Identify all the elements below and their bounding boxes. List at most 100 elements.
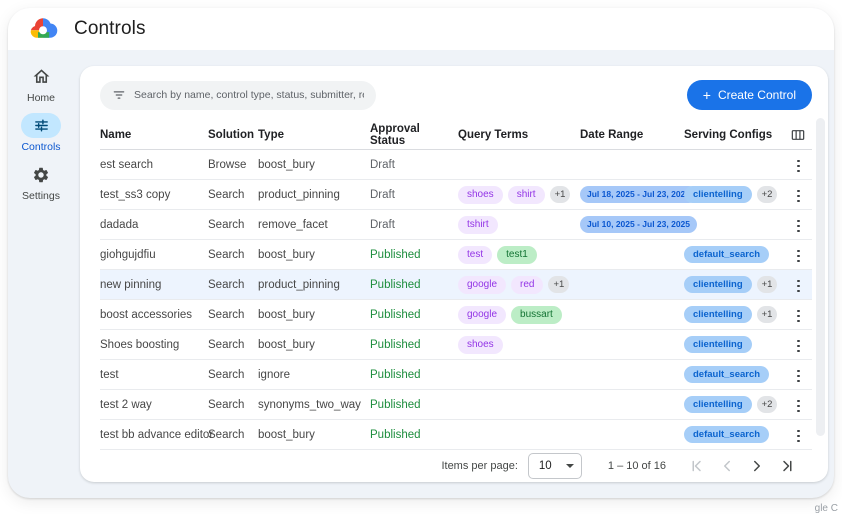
serving-config-chip: clientelling bbox=[684, 185, 752, 204]
page-size-value: 10 bbox=[538, 460, 552, 472]
row-menu-kebab-icon[interactable] bbox=[790, 367, 806, 383]
sidebar-item-settings[interactable]: Settings bbox=[21, 162, 61, 202]
cell-approval-status: Published bbox=[370, 428, 421, 441]
row-menu-kebab-icon[interactable] bbox=[790, 337, 806, 353]
table-header-row: Name Solution Type Approval Status Query… bbox=[100, 120, 812, 150]
column-header-name[interactable]: Name bbox=[100, 128, 132, 141]
row-menu-kebab-icon[interactable] bbox=[790, 187, 806, 203]
cell-solution: Search bbox=[208, 278, 245, 291]
cell-name: test_ss3 copy bbox=[100, 188, 171, 201]
cell-approval-status: Published bbox=[370, 368, 421, 381]
sidebar-item-home[interactable]: Home bbox=[21, 64, 61, 104]
table-row[interactable]: new pinning Search product_pinning Publi… bbox=[100, 270, 812, 300]
cell-solution: Search bbox=[208, 398, 245, 411]
cell-approval-status: Published bbox=[370, 248, 421, 261]
cell-name: test bbox=[100, 368, 119, 381]
cell-approval-status: Published bbox=[370, 338, 421, 351]
cell-name: boost accessories bbox=[100, 308, 193, 321]
plus-icon: + bbox=[702, 87, 711, 103]
cell-serving-configs: default_search bbox=[684, 365, 790, 384]
cell-date-range: Jul 10, 2025 - Jul 23, 2025 bbox=[580, 216, 698, 233]
serving-config-chip: default_search bbox=[684, 245, 770, 264]
view-columns-icon[interactable] bbox=[790, 127, 806, 143]
query-term-chip: red bbox=[511, 275, 544, 294]
table-row[interactable]: est search Browse boost_bury Draft bbox=[100, 150, 812, 180]
cell-approval-status: Published bbox=[370, 308, 421, 321]
items-per-page-label: Items per page: bbox=[441, 460, 518, 472]
app-window: Controls Home Controls bbox=[8, 8, 834, 498]
row-menu-kebab-icon[interactable] bbox=[790, 427, 806, 443]
serving-config-chip: default_search bbox=[684, 365, 770, 384]
serving-config-chip: clientelling bbox=[684, 395, 752, 414]
table-row[interactable]: test Search ignore Published default_sea… bbox=[100, 360, 812, 390]
column-header-approval-status[interactable]: Approval Status bbox=[370, 122, 420, 147]
cell-solution: Search bbox=[208, 248, 245, 261]
column-header-serving-configs[interactable]: Serving Configs bbox=[684, 128, 773, 141]
cell-solution: Search bbox=[208, 308, 245, 321]
table-row[interactable]: test_ss3 copy Search product_pinning Dra… bbox=[100, 180, 812, 210]
create-control-label: Create Control bbox=[717, 88, 796, 102]
row-menu-kebab-icon[interactable] bbox=[790, 397, 806, 413]
table-row[interactable]: giohgujdfiu Search boost_bury Published … bbox=[100, 240, 812, 270]
cell-solution: Search bbox=[208, 428, 245, 441]
column-header-query-terms[interactable]: Query Terms bbox=[458, 128, 529, 141]
filter-icon bbox=[112, 88, 126, 102]
cell-type: boost_bury bbox=[258, 308, 315, 321]
query-term-chip: bussart bbox=[511, 305, 562, 324]
query-term-chip: google bbox=[458, 275, 507, 294]
row-menu-kebab-icon[interactable] bbox=[790, 247, 806, 263]
cell-serving-configs: clientelling +2 bbox=[684, 185, 790, 204]
cell-solution: Search bbox=[208, 338, 245, 351]
serving-config-chip: clientelling bbox=[684, 305, 752, 324]
gear-icon bbox=[32, 166, 50, 184]
cell-name: dadada bbox=[100, 218, 139, 231]
table-row[interactable]: test 2 way Search synonyms_two_way Publi… bbox=[100, 390, 812, 420]
sliders-icon bbox=[33, 117, 50, 134]
serving-config-chip: clientelling bbox=[684, 275, 752, 294]
cell-solution: Search bbox=[208, 218, 245, 231]
search-input[interactable] bbox=[134, 89, 364, 101]
first-page-icon bbox=[686, 455, 708, 477]
cell-name: Shoes boosting bbox=[100, 338, 180, 351]
next-page-icon[interactable] bbox=[746, 455, 768, 477]
search-bar[interactable] bbox=[100, 80, 376, 110]
cell-serving-configs: clientelling bbox=[684, 335, 790, 354]
table-row[interactable]: boost accessories Search boost_bury Publ… bbox=[100, 300, 812, 330]
overflow-count-chip: +1 bbox=[756, 305, 778, 324]
overflow-count-chip: +1 bbox=[756, 275, 778, 294]
sidebar-item-label: Controls bbox=[21, 141, 61, 153]
serving-config-chip: clientelling bbox=[684, 335, 752, 354]
column-header-type[interactable]: Type bbox=[258, 128, 284, 141]
table-row[interactable]: test bb advance editor Search boost_bury… bbox=[100, 420, 812, 450]
overflow-count-chip: +1 bbox=[549, 185, 571, 204]
last-page-icon[interactable] bbox=[776, 455, 798, 477]
cell-name: giohgujdfiu bbox=[100, 248, 156, 261]
cell-name: test 2 way bbox=[100, 398, 152, 411]
pagination-bar: Items per page: 10 1 – 10 of 16 bbox=[100, 450, 812, 482]
page-title: Controls bbox=[74, 18, 146, 39]
table-row[interactable]: Shoes boosting Search boost_bury Publish… bbox=[100, 330, 812, 360]
date-range-chip: Jul 18, 2025 - Jul 23, 2025 bbox=[580, 186, 698, 203]
cell-type: boost_bury bbox=[258, 338, 315, 351]
create-control-button[interactable]: + Create Control bbox=[686, 80, 812, 110]
table-toolbar: + Create Control bbox=[100, 80, 812, 110]
column-header-solution[interactable]: Solution bbox=[208, 128, 254, 141]
column-header-date-range[interactable]: Date Range bbox=[580, 128, 644, 141]
table-row[interactable]: dadada Search remove_facet Draft tshirt … bbox=[100, 210, 812, 240]
table-scrollbar[interactable] bbox=[816, 118, 825, 436]
cell-type: product_pinning bbox=[258, 188, 340, 201]
cell-approval-status: Draft bbox=[370, 218, 395, 231]
page-size-select[interactable]: 10 bbox=[527, 453, 582, 479]
sidebar-item-controls[interactable]: Controls bbox=[21, 113, 61, 153]
watermark-text: gle C bbox=[814, 503, 838, 514]
cell-type: boost_bury bbox=[258, 158, 315, 171]
row-menu-kebab-icon[interactable] bbox=[790, 277, 806, 293]
cell-serving-configs: default_search bbox=[684, 425, 790, 444]
row-menu-kebab-icon[interactable] bbox=[790, 157, 806, 173]
query-term-chip: shoes bbox=[458, 185, 503, 204]
row-menu-kebab-icon[interactable] bbox=[790, 217, 806, 233]
sidebar-item-label: Settings bbox=[22, 190, 60, 202]
cell-approval-status: Published bbox=[370, 398, 421, 411]
cell-type: remove_facet bbox=[258, 218, 328, 231]
row-menu-kebab-icon[interactable] bbox=[790, 307, 806, 323]
